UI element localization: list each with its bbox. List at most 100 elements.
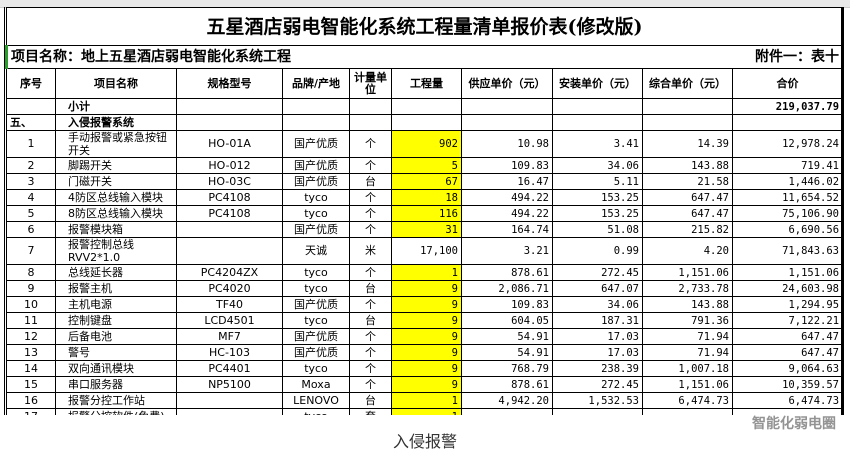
cell-brand[interactable]: 国产优质 (282, 173, 350, 190)
cell-brand[interactable]: 国产优质 (282, 157, 350, 174)
cell-total[interactable]: 10,359.57 (731, 376, 841, 393)
cell-model[interactable]: HC-103 (176, 344, 283, 361)
cell-install[interactable]: 0.99 (552, 237, 643, 265)
cell-qty[interactable]: 9 (391, 344, 462, 361)
cell-supply[interactable]: 3.21 (461, 237, 553, 265)
cell-qty[interactable]: 1 (391, 264, 462, 281)
cell-unitprice[interactable]: 2,733.78 (642, 280, 733, 297)
cell-brand[interactable]: 国产优质 (282, 221, 350, 238)
cell-unitprice[interactable]: 791.36 (642, 312, 733, 329)
cell-supply[interactable]: 494.22 (461, 205, 553, 222)
cell-qty[interactable]: 18 (391, 189, 462, 206)
cell-total[interactable]: 719.41 (731, 157, 841, 174)
cell-qty[interactable]: 902 (391, 130, 462, 158)
cell-no[interactable]: 17 (6, 408, 56, 415)
cell-unitprice[interactable]: 143.88 (642, 157, 733, 174)
cell-total[interactable]: 9,064.63 (731, 360, 841, 377)
cell-supply[interactable]: 768.79 (461, 360, 553, 377)
cell-unitprice[interactable]: 14.39 (642, 130, 733, 158)
cell-unit[interactable]: 个 (349, 130, 392, 158)
cell-unitprice[interactable]: 71.94 (642, 328, 733, 345)
cell-unitprice[interactable]: 1,007.18 (642, 360, 733, 377)
cell-no[interactable]: 14 (6, 360, 56, 377)
cell-supply[interactable]: 54.91 (461, 344, 553, 361)
cell-supply[interactable]: 109.83 (461, 157, 553, 174)
cell-unit[interactable]: 个 (349, 264, 392, 281)
cell-brand[interactable]: 国产优质 (282, 296, 350, 313)
cell-qty[interactable]: 17,100 (391, 237, 462, 265)
cell-unit[interactable]: 个 (349, 157, 392, 174)
cell-model[interactable]: HO-012 (176, 157, 283, 174)
cell-no[interactable]: 4 (6, 189, 56, 206)
cell-name[interactable]: 报警模块箱 (55, 221, 177, 238)
cell-model[interactable] (176, 221, 283, 238)
cell-no[interactable]: 11 (6, 312, 56, 329)
cell-model[interactable]: PC4401 (176, 360, 283, 377)
cell-supply[interactable]: 109.83 (461, 296, 553, 313)
cell-total[interactable]: 12,978.24 (731, 130, 841, 158)
cell-name[interactable]: 警号 (55, 344, 177, 361)
cell-install[interactable]: 51.08 (552, 221, 643, 238)
cell-qty[interactable]: 31 (391, 221, 462, 238)
cell-qty[interactable]: 9 (391, 296, 462, 313)
cell-unit[interactable]: 台 (349, 312, 392, 329)
cell-name[interactable]: 手动报警或紧急按钮开关 (55, 130, 177, 158)
cell-total[interactable]: 75,106.90 (731, 205, 841, 222)
cell-qty[interactable]: 9 (391, 376, 462, 393)
cell-qty[interactable]: 9 (391, 328, 462, 345)
cell-unit[interactable]: 米 (349, 237, 392, 265)
cell-no[interactable]: 7 (6, 237, 56, 265)
cell-brand[interactable]: 国产优质 (282, 328, 350, 345)
cell-name[interactable]: 8防区总线输入模块 (55, 205, 177, 222)
cell-model[interactable] (176, 392, 283, 409)
cell-no[interactable]: 9 (6, 280, 56, 297)
cell-model[interactable]: NP5100 (176, 376, 283, 393)
cell-supply[interactable]: 16.47 (461, 173, 553, 190)
cell-unitprice[interactable]: 6,474.73 (642, 392, 733, 409)
cell-supply[interactable]: 164.74 (461, 221, 553, 238)
cell-total[interactable]: 71,843.63 (731, 237, 841, 265)
cell-install[interactable]: 272.45 (552, 264, 643, 281)
cell-supply[interactable]: 878.61 (461, 264, 553, 281)
cell-unit[interactable]: 台 (349, 173, 392, 190)
cell-install[interactable]: 3.41 (552, 130, 643, 158)
cell-unitprice[interactable]: 1,151.06 (642, 376, 733, 393)
cell-no[interactable]: 12 (6, 328, 56, 345)
cell-model[interactable]: TF40 (176, 296, 283, 313)
cell-install[interactable]: 153.25 (552, 205, 643, 222)
cell-install[interactable]: 187.31 (552, 312, 643, 329)
cell-no[interactable]: 1 (6, 130, 56, 158)
cell-supply[interactable]: 494.22 (461, 189, 553, 206)
cell-supply[interactable]: 2,086.71 (461, 280, 553, 297)
cell-install[interactable]: 17.03 (552, 328, 643, 345)
cell-total[interactable]: 24,603.98 (731, 280, 841, 297)
cell-unit[interactable]: 个 (349, 328, 392, 345)
cell-brand[interactable]: tyco (282, 189, 350, 206)
cell-model[interactable]: HO-03C (176, 173, 283, 190)
cell-qty[interactable]: 9 (391, 360, 462, 377)
cell-install[interactable]: 17.03 (552, 344, 643, 361)
cell-install[interactable]: 1,532.53 (552, 392, 643, 409)
cell-total[interactable]: 1,294.95 (731, 296, 841, 313)
cell-name[interactable]: 后备电池 (55, 328, 177, 345)
cell-model[interactable]: MF7 (176, 328, 283, 345)
cell-qty[interactable]: 9 (391, 312, 462, 329)
cell-no[interactable]: 10 (6, 296, 56, 313)
cell-model[interactable]: LCD4501 (176, 312, 283, 329)
cell-unitprice[interactable]: 21.58 (642, 173, 733, 190)
cell-unitprice[interactable]: 4.20 (642, 237, 733, 265)
cell-unit[interactable]: 个 (349, 205, 392, 222)
cell-total[interactable]: 1,446.02 (731, 173, 841, 190)
cell-install[interactable]: 238.39 (552, 360, 643, 377)
cell-unit[interactable]: 个 (349, 376, 392, 393)
cell-no[interactable]: 15 (6, 376, 56, 393)
cell-install[interactable]: 5.11 (552, 173, 643, 190)
cell-brand[interactable]: tyco (282, 408, 350, 415)
cell-model[interactable] (176, 408, 283, 415)
cell-supply[interactable]: 878.61 (461, 376, 553, 393)
cell-brand[interactable]: tyco (282, 280, 350, 297)
cell-no[interactable]: 8 (6, 264, 56, 281)
cell-brand[interactable]: tyco (282, 312, 350, 329)
cell-qty[interactable]: 9 (391, 280, 462, 297)
cell-total[interactable]: 647.47 (731, 344, 841, 361)
